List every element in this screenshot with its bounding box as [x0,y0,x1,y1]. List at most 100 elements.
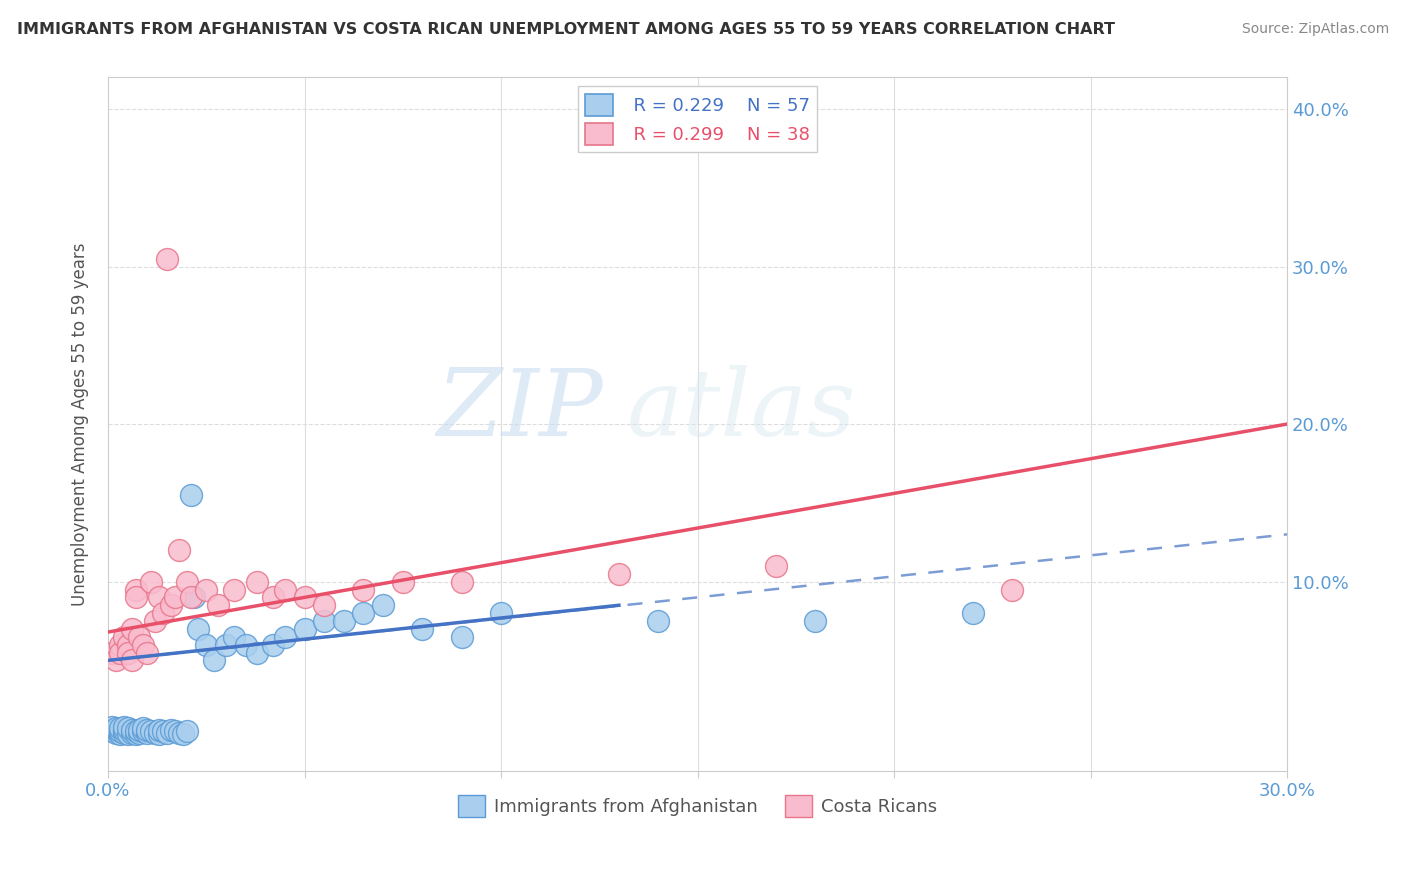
Point [156,252,179,266]
Point [215,638,238,652]
Point [101,646,124,660]
Point [104,721,127,735]
Point [148,723,170,737]
Point [121,653,143,667]
Point [647,614,669,628]
Legend: Immigrants from Afghanistan, Costa Ricans: Immigrants from Afghanistan, Costa Rican… [451,788,945,824]
Point [450,574,472,589]
Point [112,726,135,740]
Point [141,574,163,589]
Point [152,606,174,620]
Point [489,606,512,620]
Text: IMMIGRANTS FROM AFGHANISTAN VS COSTA RICAN UNEMPLOYMENT AMONG AGES 55 TO 59 YEAR: IMMIGRANTS FROM AFGHANISTAN VS COSTA RIC… [17,22,1115,37]
Point [180,488,202,502]
Point [128,726,150,740]
Point [108,646,131,660]
Point [314,599,336,613]
Point [172,727,194,741]
Point [314,614,336,628]
Point [136,723,159,737]
Point [124,727,146,741]
Point [765,558,787,573]
Point [411,622,433,636]
Text: ZIP: ZIP [437,365,603,455]
Point [156,726,179,740]
Point [104,723,127,737]
Point [141,724,163,739]
Point [112,720,135,734]
Y-axis label: Unemployment Among Ages 55 to 59 years: Unemployment Among Ages 55 to 59 years [72,243,89,606]
Point [176,724,198,739]
Point [167,726,190,740]
Point [101,724,124,739]
Point [108,724,131,739]
Text: atlas: atlas [627,365,856,455]
Point [294,591,316,605]
Point [121,622,143,636]
Point [391,574,413,589]
Point [148,727,170,741]
Point [176,574,198,589]
Point [235,638,257,652]
Point [117,638,139,652]
Text: Source: ZipAtlas.com: Source: ZipAtlas.com [1241,22,1389,37]
Point [132,721,155,735]
Point [333,614,356,628]
Point [117,727,139,741]
Point [121,723,143,737]
Point [148,591,170,605]
Point [353,606,375,620]
Point [112,723,135,737]
Point [163,724,186,739]
Point [108,727,131,741]
Point [117,721,139,735]
Point [274,582,297,597]
Point [108,721,131,735]
Point [124,582,146,597]
Point [353,582,375,597]
Point [207,599,229,613]
Point [183,591,205,605]
Point [607,566,630,581]
Point [450,630,472,644]
Point [163,591,186,605]
Point [104,653,127,667]
Point [124,591,146,605]
Point [112,630,135,644]
Point [246,646,269,660]
Point [222,582,245,597]
Point [195,638,218,652]
Point [222,630,245,644]
Point [101,720,124,734]
Point [202,653,225,667]
Point [101,723,124,737]
Point [804,614,827,628]
Point [104,726,127,740]
Point [187,622,209,636]
Point [121,726,143,740]
Point [143,726,166,740]
Point [132,724,155,739]
Point [962,606,984,620]
Point [160,599,183,613]
Point [136,646,159,660]
Point [274,630,297,644]
Point [136,726,159,740]
Point [262,591,284,605]
Point [167,543,190,558]
Point [294,622,316,636]
Point [117,646,139,660]
Point [128,630,150,644]
Point [124,724,146,739]
Point [371,599,394,613]
Point [195,582,218,597]
Point [108,638,131,652]
Point [1001,582,1024,597]
Point [160,723,183,737]
Point [262,638,284,652]
Point [246,574,269,589]
Point [132,638,155,652]
Point [180,591,202,605]
Point [152,724,174,739]
Point [143,614,166,628]
